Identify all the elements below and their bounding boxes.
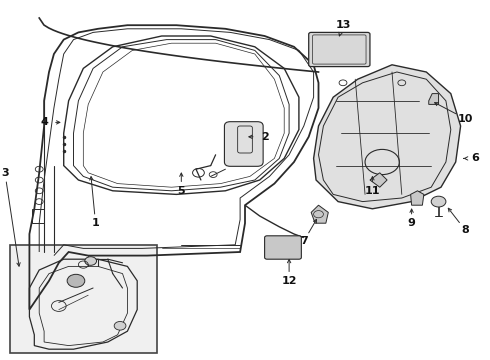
Text: 7: 7 [300,236,308,246]
Polygon shape [311,205,328,223]
Text: 13: 13 [335,20,351,30]
Polygon shape [411,191,424,205]
Polygon shape [370,173,387,187]
FancyBboxPatch shape [224,122,263,166]
FancyBboxPatch shape [265,236,301,259]
Polygon shape [429,94,439,104]
Text: 11: 11 [365,186,380,196]
Text: 10: 10 [458,114,473,124]
Text: 5: 5 [177,186,185,196]
Text: 6: 6 [471,153,479,163]
Text: 9: 9 [408,218,416,228]
Text: 2: 2 [261,132,269,142]
Text: 3: 3 [1,168,9,178]
Circle shape [67,274,85,287]
FancyBboxPatch shape [309,32,370,67]
Circle shape [85,257,97,265]
Text: 4: 4 [40,117,48,127]
Polygon shape [314,65,461,209]
Bar [10,245,157,353]
Circle shape [431,196,446,207]
Text: 8: 8 [462,225,469,235]
Circle shape [114,321,126,330]
Text: 1: 1 [92,218,99,228]
Text: 12: 12 [281,276,297,286]
Bar [32,209,44,223]
